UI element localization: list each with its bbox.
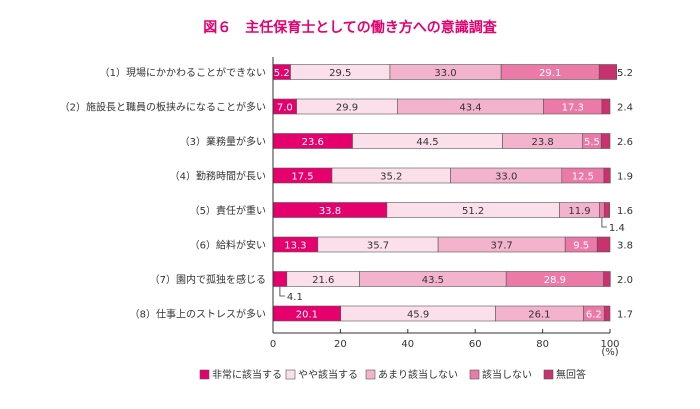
legend-label: やや該当する xyxy=(298,368,358,381)
data-label: 12.5 xyxy=(572,172,594,183)
data-label: 9.5 xyxy=(573,241,589,252)
bar-segment xyxy=(599,202,605,218)
category-label: （8）仕事上のストレスが多い xyxy=(130,308,266,321)
legend: 非常に該当する やや該当する あまり該当しない 該当しない 無回答 xyxy=(199,368,586,381)
data-label: 33.0 xyxy=(434,68,456,79)
category-label: （5）責任が重い xyxy=(190,204,266,217)
data-label: 35.2 xyxy=(380,172,402,183)
legend-swatch xyxy=(365,369,376,380)
category-label: （2）施設長と職員の板挟みになることが多い xyxy=(60,101,266,114)
no-answer-value-label: 2.6 xyxy=(617,137,633,148)
data-label: 17.5 xyxy=(291,172,313,183)
bar-segment xyxy=(596,236,611,253)
bars-layer: （1）現場にかかわることができない 5.2 29.5 33.0 29.1 5.2 （2）施設… xyxy=(60,64,633,322)
legend-label: あまり該当しない xyxy=(378,368,458,381)
no-answer-value-label: 3.8 xyxy=(617,241,633,252)
chart-title: 図６ 主任保育士としての働き方への意識調査 xyxy=(203,19,498,36)
x-axis: 0 20 40 60 80 100 xyxy=(270,57,620,350)
x-tick-label: 60 xyxy=(469,339,482,350)
data-label: 43.5 xyxy=(422,275,444,286)
legend-label: 無回答 xyxy=(556,368,586,381)
category-label: （1）現場にかかわることができない xyxy=(100,66,266,79)
no-answer-value-label: 2.0 xyxy=(617,275,633,286)
legend-swatch xyxy=(285,369,296,380)
data-label: 43.4 xyxy=(459,103,481,114)
category-label: （6）給料が安い xyxy=(190,239,266,252)
data-label: 13.3 xyxy=(284,241,306,252)
no-answer-value-label: 5.2 xyxy=(617,68,633,79)
data-label: 5.5 xyxy=(584,137,600,148)
bar-segment xyxy=(598,64,618,80)
data-label: 21.6 xyxy=(312,275,334,286)
x-tick-label: 0 xyxy=(270,339,276,350)
bar-segment xyxy=(603,202,610,218)
data-label: 23.6 xyxy=(302,137,324,148)
data-label: 29.9 xyxy=(336,103,358,114)
data-label: 28.9 xyxy=(544,275,566,286)
data-label: 29.5 xyxy=(329,68,351,79)
legend-swatch xyxy=(469,369,480,380)
category-label: （3）業務量が多い xyxy=(180,135,266,148)
data-label: 35.7 xyxy=(367,241,389,252)
legend-label: 非常に該当する xyxy=(212,368,282,381)
data-label: 51.2 xyxy=(462,206,484,217)
legend-label: 該当しない xyxy=(482,368,532,381)
data-label: 44.5 xyxy=(416,137,438,148)
callout-value-label: 4.1 xyxy=(287,292,303,303)
data-label: 23.8 xyxy=(531,137,553,148)
data-label: 33.8 xyxy=(319,206,341,217)
data-label: 11.9 xyxy=(568,206,590,217)
callout-line xyxy=(601,217,607,228)
legend-swatch xyxy=(543,369,554,380)
data-label: 33.0 xyxy=(495,172,517,183)
data-label: 17.3 xyxy=(562,103,584,114)
data-label: 37.7 xyxy=(491,241,513,252)
no-answer-value-label: 1.7 xyxy=(617,310,633,321)
no-answer-value-label: 1.6 xyxy=(617,206,633,217)
data-label: 29.1 xyxy=(539,68,561,79)
bar-segment xyxy=(272,271,288,287)
callout-line xyxy=(279,286,285,297)
data-label: 5.2 xyxy=(274,68,290,79)
x-tick-label: 20 xyxy=(334,339,347,350)
bar-segment xyxy=(600,133,611,149)
data-label: 20.1 xyxy=(296,310,318,321)
bar-segment xyxy=(603,167,611,184)
x-tick-label: 40 xyxy=(401,339,414,350)
bar-segment xyxy=(603,271,611,287)
x-tick-label: 80 xyxy=(536,339,549,350)
data-label: 6.2 xyxy=(586,310,602,321)
data-label: 26.1 xyxy=(528,310,550,321)
callout-value-label: 1.4 xyxy=(609,223,625,234)
x-tick-label: 100 xyxy=(600,339,619,350)
legend-swatch xyxy=(199,369,210,380)
bar-segment xyxy=(603,305,611,322)
no-answer-value-label: 1.9 xyxy=(617,172,633,183)
data-label: 7.0 xyxy=(277,103,293,114)
no-answer-value-label: 2.4 xyxy=(617,103,633,114)
axis-unit-label: (%) xyxy=(601,347,618,358)
bar-segment xyxy=(601,98,611,115)
category-label: （4）勤務時間が長い xyxy=(170,170,266,183)
data-label: 45.9 xyxy=(407,310,429,321)
category-label: （7）園内で孤独を感じる xyxy=(150,273,266,286)
